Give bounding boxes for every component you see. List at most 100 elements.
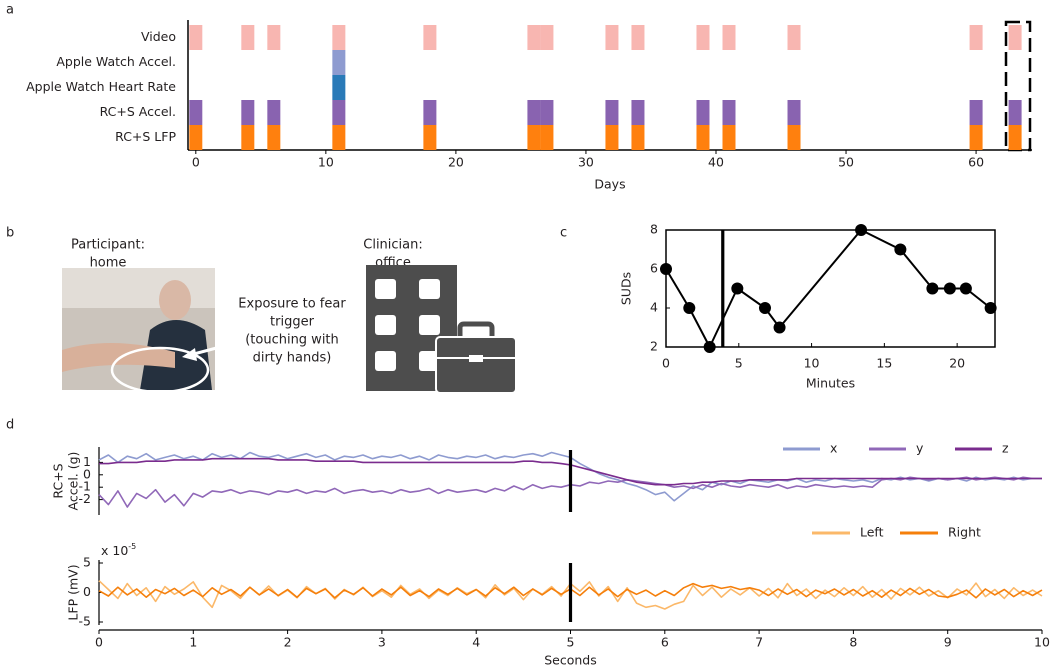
session-bar xyxy=(605,100,619,125)
y-axis-label: RC+S xyxy=(51,463,66,498)
session-bar xyxy=(969,125,983,150)
photo-body xyxy=(140,320,212,390)
session-bar xyxy=(527,100,541,125)
y-tick-label: -5 xyxy=(79,614,91,629)
session-bar xyxy=(540,25,554,50)
session-bar xyxy=(241,125,255,150)
legend-label: x xyxy=(830,441,837,456)
y-axis-label: SUDs xyxy=(619,272,634,305)
row-label: Apple Watch Heart Rate xyxy=(26,79,176,94)
data-point xyxy=(984,302,997,314)
session-bar xyxy=(1008,25,1022,50)
photo-face xyxy=(159,280,191,320)
y-axis-label: LFP (mV) xyxy=(66,564,81,620)
x-tick-label: 15 xyxy=(876,356,892,371)
panel-label: a xyxy=(6,3,14,18)
x-tick-label: 0 xyxy=(192,155,200,170)
clinician-label: Clinician: xyxy=(363,238,423,253)
x-tick-label: 40 xyxy=(708,155,724,170)
row-label: RC+S Accel. xyxy=(100,104,176,119)
session-bar xyxy=(787,100,801,125)
y-axis-label: Accel. (g) xyxy=(66,452,81,511)
x-tick-label: 60 xyxy=(968,155,984,170)
session-bar xyxy=(787,125,801,150)
row-label: Apple Watch Accel. xyxy=(56,54,176,69)
arrow-head xyxy=(182,348,197,361)
arrow xyxy=(189,334,263,357)
session-bar xyxy=(631,25,645,50)
briefcase-clasp xyxy=(469,355,483,362)
row-label: Video xyxy=(141,29,176,44)
session-bar xyxy=(189,25,203,50)
data-point xyxy=(855,224,868,236)
data-point xyxy=(758,302,771,314)
x-tick-label: 9 xyxy=(944,635,952,650)
data-point xyxy=(773,321,786,334)
x-tick-label: 20 xyxy=(949,356,965,371)
session-bar xyxy=(267,125,281,150)
x-tick-label: 6 xyxy=(661,635,669,650)
y-tick-label: -2 xyxy=(79,491,91,506)
y-multiplier: x 10-5 xyxy=(101,542,136,558)
data-point xyxy=(943,282,956,295)
x-tick-label: 4 xyxy=(472,635,480,650)
window xyxy=(419,351,440,371)
exposure-text: Exposure to fear xyxy=(238,297,346,312)
session-bar xyxy=(722,25,736,50)
session-bar xyxy=(969,25,983,50)
briefcase xyxy=(435,336,517,394)
session-bar xyxy=(332,50,346,75)
y-tick-label: 1 xyxy=(83,454,91,469)
x-tick-label: 10 xyxy=(318,155,334,170)
x-tick-label: 7 xyxy=(755,635,763,650)
session-bar xyxy=(605,25,619,50)
x-tick-label: 8 xyxy=(849,635,857,650)
y-tick-label: 5 xyxy=(83,555,91,570)
panel-label: d xyxy=(6,418,14,433)
session-bar xyxy=(189,125,203,150)
session-bar xyxy=(267,100,281,125)
data-point xyxy=(703,341,716,353)
session-bar xyxy=(241,25,255,50)
data-point xyxy=(683,302,696,314)
photo-highlight xyxy=(110,346,210,394)
x-tick-label: 0 xyxy=(662,356,670,371)
legend-label: Left xyxy=(860,525,884,540)
panel-b: Participant: home Exposure to fear trigg… xyxy=(62,238,517,394)
session-bar xyxy=(631,125,645,150)
row-label: RC+S LFP xyxy=(115,129,176,144)
data-point xyxy=(660,263,672,275)
session-bar xyxy=(696,100,710,125)
window xyxy=(375,351,396,371)
session-bar xyxy=(696,125,710,150)
data-point xyxy=(731,282,744,295)
session-bar xyxy=(540,125,554,150)
x-tick-label: 10 xyxy=(804,356,820,371)
x-tick-label: 3 xyxy=(378,635,386,650)
x-axis-label: Days xyxy=(594,177,625,192)
session-bar xyxy=(423,100,437,125)
y-tick-label: 8 xyxy=(650,222,658,237)
session-bar xyxy=(189,100,203,125)
session-bar xyxy=(423,125,437,150)
y-tick-label: 0 xyxy=(83,466,91,481)
x-tick-label: 0 xyxy=(95,635,103,650)
session-bar xyxy=(423,25,437,50)
plot-frame xyxy=(665,229,996,348)
y-tick-label: 6 xyxy=(650,261,658,276)
session-bar xyxy=(332,25,346,50)
session-bar xyxy=(1008,100,1022,125)
session-bar xyxy=(1008,125,1022,150)
legend-label: Right xyxy=(948,525,981,540)
y-tick-label: 2 xyxy=(650,339,658,354)
window xyxy=(375,315,396,335)
session-bar xyxy=(969,100,983,125)
exposure-text: (touching with xyxy=(245,333,339,348)
y-tick-label: 0 xyxy=(83,584,91,599)
session-bar xyxy=(332,125,346,150)
session-bar xyxy=(241,100,255,125)
office-icon xyxy=(366,265,517,394)
data-point xyxy=(926,282,939,295)
x-axis-label: Minutes xyxy=(806,376,855,391)
